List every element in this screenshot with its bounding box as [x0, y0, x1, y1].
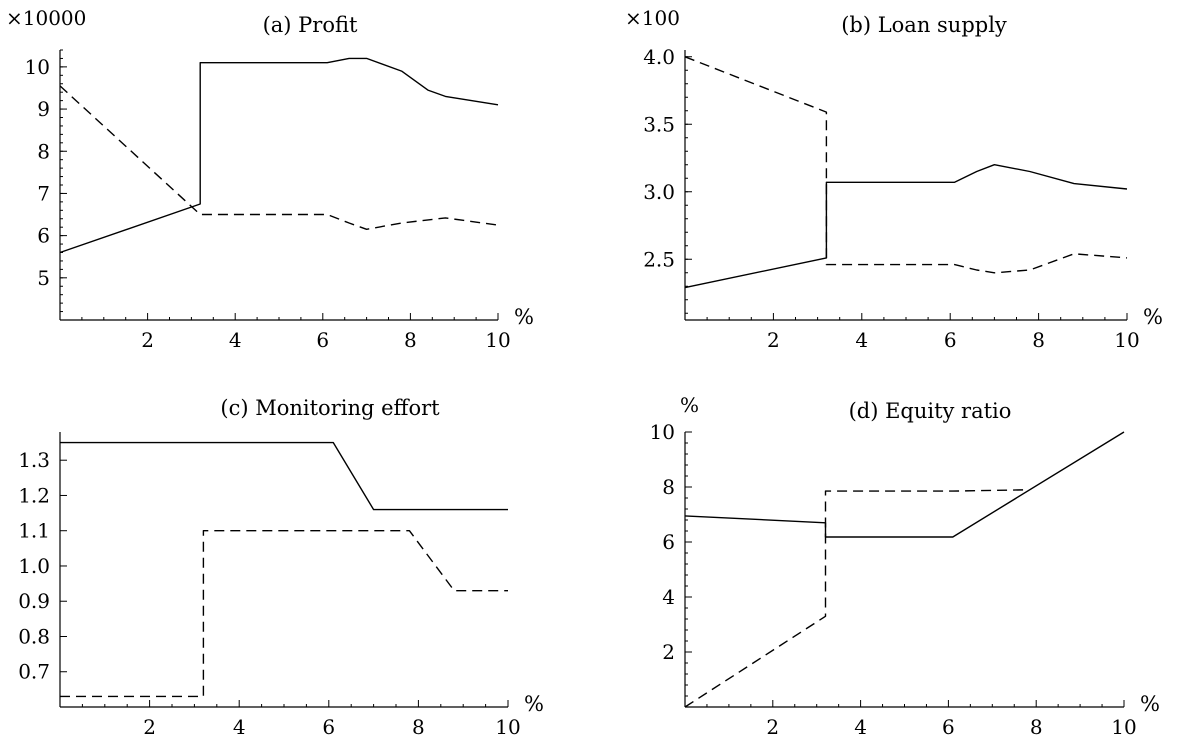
panel-c-y-tick-label: 0.8 [18, 624, 50, 648]
panel-d-x-tick-label: 10 [1111, 715, 1136, 737]
panel-c-y-tick-label: 0.9 [18, 589, 50, 613]
panel-a-dashed-line [59, 85, 499, 231]
panel-a-multiplier: ×10000 [6, 6, 86, 30]
panel-a-x-axis-label: % [514, 305, 534, 329]
panel-d-x-tick-label: 2 [766, 715, 779, 737]
panel-c-x-axis-label: % [524, 692, 544, 716]
panel-d-x-tick-label: 6 [942, 715, 955, 737]
panel-d-y-tick-label: 8 [662, 475, 675, 499]
panel-d-y-tick-label: 4 [662, 585, 675, 609]
panel-c-solid-line [60, 441, 508, 511]
panel-c-y-tick-label: 1.0 [18, 554, 50, 578]
panel-a-y-tick-label: 7 [37, 181, 50, 205]
panel-c-y-tick-label: 1.2 [18, 483, 50, 507]
panel-c-plot: 2 4 6 8 10% 0.7 0.8 0.9 1.0 1.1 1.2 1.3 [18, 432, 544, 737]
panel-b-y-tick-label: 2.5 [643, 247, 675, 271]
panel-d-ylabel: % [680, 393, 699, 417]
panel-b-multiplier: ×100 [625, 6, 680, 30]
panel-d-x-tick-label: 8 [1030, 715, 1043, 737]
panel-c-y-tick-label: 1.3 [18, 448, 50, 472]
panel-a: (a) Profit ×10000 2 4 6 8 10% 5 6 7 8 9 10 [6, 6, 534, 352]
panel-a-x-tick-label: 6 [316, 328, 329, 352]
panel-d-y-tick-label: 10 [650, 420, 675, 444]
panel-c-dashed-line [60, 530, 508, 698]
panel-b-plot: 2 4 6 8 10% 2.5 3.0 3.5 4.0 [643, 45, 1163, 352]
panel-c-title: (c) Monitoring effort [220, 396, 440, 420]
panel-b-x-tick-label: 8 [1032, 328, 1045, 352]
panel-c-x-tick-label: 8 [412, 715, 425, 737]
panel-d-y-tick-label: 6 [662, 530, 675, 554]
panel-a-y-tick-label: 10 [25, 55, 50, 79]
panel-b-x-tick-label: 6 [944, 328, 957, 352]
panel-b-solid-line [684, 163, 1128, 289]
panel-a-plot: 2 4 6 8 10% 5 6 7 8 9 10 [25, 49, 534, 352]
panel-a-x-tick-label: 10 [485, 328, 510, 352]
panel-d-y-tick-label: 2 [662, 640, 675, 664]
panel-d-x-axis-label: % [1140, 692, 1160, 716]
panel-a-y-tick-label: 5 [37, 266, 50, 290]
panel-b-x-axis-label: % [1143, 305, 1163, 329]
panel-c-x-tick-label: 2 [143, 715, 156, 737]
panel-b-y-tick-label: 3.0 [643, 180, 675, 204]
panel-b-dashed-line [684, 56, 1128, 274]
panel-a-solid-line [59, 57, 499, 254]
panel-d: (d) Equity ratio % 2 4 6 8 10% 2 4 6 8 10 [650, 393, 1160, 737]
panel-b-title: (b) Loan supply [841, 13, 1007, 37]
panel-a-y-tick-label: 6 [37, 224, 50, 248]
panel-b: (b) Loan supply ×100 2 4 6 8 10% 2.5 3.0 3.5 4.0 [625, 6, 1163, 352]
panel-c: (c) Monitoring effort 2 4 6 8 10% 0.7 0.8 0.9 1.… [18, 396, 544, 737]
panel-d-dashed-line [684, 489, 1028, 708]
panel-a-x-tick-label: 2 [141, 328, 154, 352]
panel-c-y-tick-label: 0.7 [18, 660, 50, 684]
panel-b-x-tick-label: 10 [1114, 328, 1139, 352]
panel-a-x-tick-label: 4 [229, 328, 242, 352]
panel-d-plot: 2 4 6 8 10% 2 4 6 8 10 [650, 420, 1160, 737]
panel-c-x-tick-label: 6 [322, 715, 335, 737]
panel-a-x-tick-label: 8 [404, 328, 417, 352]
panel-a-title: (a) Profit [263, 13, 358, 37]
panel-b-y-tick-label: 3.5 [643, 112, 675, 136]
panel-d-x-tick-label: 4 [854, 715, 867, 737]
panel-a-y-tick-label: 8 [37, 139, 50, 163]
panel-d-title: (d) Equity ratio [849, 399, 1012, 423]
panel-c-x-tick-label: 10 [495, 715, 520, 737]
panel-b-y-tick-label: 4.0 [643, 45, 675, 69]
panel-a-y-tick-label: 9 [37, 97, 50, 121]
panel-c-x-tick-label: 4 [233, 715, 246, 737]
panel-b-x-tick-label: 4 [855, 328, 868, 352]
panel-d-solid-line [684, 431, 1125, 538]
panel-c-y-tick-label: 1.1 [18, 519, 50, 543]
panel-b-x-tick-label: 2 [767, 328, 780, 352]
